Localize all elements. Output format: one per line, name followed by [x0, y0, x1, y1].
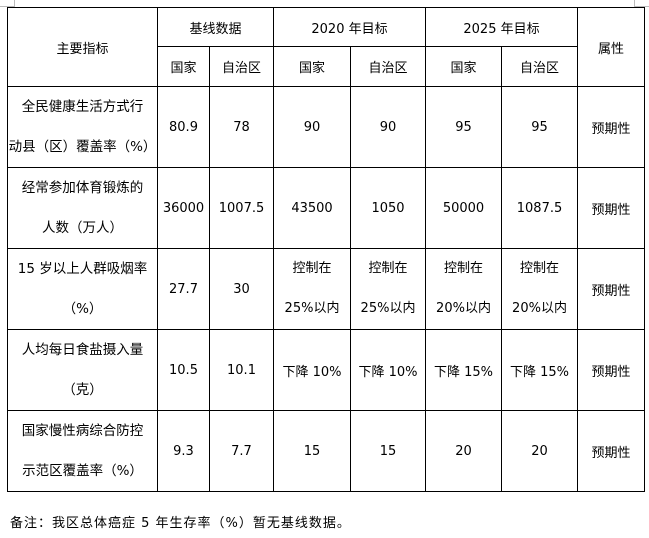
value-cell: 控制在 20%以内	[501, 248, 578, 330]
header-baseline: 基线数据	[157, 7, 274, 47]
value-cell: 90	[350, 86, 426, 168]
indicator-line: 人数（万人）	[42, 220, 123, 236]
value-cell: 10.5	[157, 329, 210, 411]
value-cell: 下降 15%	[425, 329, 502, 411]
table-row: 全民健康生活方式行 动县（区）覆盖率（%） 80.9 78 90 90 95 95 预期性	[7, 86, 645, 168]
value-cell: 80.9	[157, 86, 210, 168]
attribute-cell: 预期性	[577, 410, 645, 492]
value-cell: 78	[209, 86, 274, 168]
header-attribute: 属性	[577, 7, 645, 87]
value-cell: 50000	[425, 167, 502, 249]
header-2025-target: 2025 年目标	[425, 7, 578, 47]
value-cell: 9.3	[157, 410, 210, 492]
table-row: 经常参加体育锻炼的 人数（万人） 36000 1007.5 43500 1050 50000…	[7, 167, 645, 249]
indicator-cell: 全民健康生活方式行 动县（区）覆盖率（%）	[7, 86, 158, 168]
value-cell: 控制在 25%以内	[350, 248, 426, 330]
value-cell: 控制在 25%以内	[273, 248, 351, 330]
attribute-cell: 预期性	[577, 329, 645, 411]
table-row: 15 岁以上人群吸烟率 （%） 27.7 30 控制在 25%以内 控制在 25%以内 控制…	[7, 248, 645, 330]
value-cell: 下降 10%	[350, 329, 426, 411]
indicator-cell: 国家慢性病综合防控 示范区覆盖率（%）	[7, 410, 158, 492]
value-cell: 43500	[273, 167, 351, 249]
value-cell: 36000	[157, 167, 210, 249]
value-cell: 10.1	[209, 329, 274, 411]
indicator-line: 动县（区）覆盖率（%）	[8, 139, 157, 155]
value-cell: 30	[209, 248, 274, 330]
value-cell: 95	[425, 86, 502, 168]
indicator-line: 15 岁以上人群吸烟率	[17, 261, 148, 277]
indicator-table: 主要指标 基线数据 2020 年目标 2025 年目标 属性 国家 自治区 国家…	[7, 7, 645, 492]
value-cell: 下降 15%	[501, 329, 578, 411]
value-cell: 90	[273, 86, 351, 168]
indicator-cell: 经常参加体育锻炼的 人数（万人）	[7, 167, 158, 249]
value-cell: 15	[350, 410, 426, 492]
value-cell: 20	[425, 410, 502, 492]
footnote: 备注：我区总体癌症 5 年生存率（%）暂无基线数据。	[10, 516, 351, 531]
value-cell: 7.7	[209, 410, 274, 492]
value-cell: 1050	[350, 167, 426, 249]
indicator-line: 人均每日食盐摄入量	[21, 342, 144, 358]
indicator-line: 示范区覆盖率（%）	[22, 463, 143, 479]
value-cell: 27.7	[157, 248, 210, 330]
subheader-national: 国家	[157, 46, 210, 87]
value-cell: 1087.5	[501, 167, 578, 249]
table-row: 人均每日食盐摄入量 （克） 10.5 10.1 下降 10% 下降 10% 下降 15% 下降…	[7, 329, 645, 411]
page-corner-mark	[0, 0, 15, 7]
table-row: 国家慢性病综合防控 示范区覆盖率（%） 9.3 7.7 15 15 20 20 预期性	[7, 410, 645, 492]
indicator-line: （克）	[62, 382, 103, 398]
subheader-region: 自治区	[350, 46, 426, 87]
header-2020-target: 2020 年目标	[273, 7, 426, 47]
indicator-cell: 人均每日食盐摄入量 （克）	[7, 329, 158, 411]
subheader-national: 国家	[273, 46, 351, 87]
attribute-cell: 预期性	[577, 248, 645, 330]
indicator-line: 全民健康生活方式行	[21, 99, 144, 115]
indicator-line: 国家慢性病综合防控	[21, 423, 144, 439]
value-cell: 20	[501, 410, 578, 492]
value-cell: 1007.5	[209, 167, 274, 249]
attribute-cell: 预期性	[577, 167, 645, 249]
indicator-line: （%）	[62, 301, 103, 317]
subheader-region: 自治区	[501, 46, 578, 87]
subheader-region: 自治区	[209, 46, 274, 87]
value-cell: 控制在 20%以内	[425, 248, 502, 330]
header-indicator: 主要指标	[7, 7, 158, 87]
indicator-cell: 15 岁以上人群吸烟率 （%）	[7, 248, 158, 330]
value-cell: 95	[501, 86, 578, 168]
value-cell: 15	[273, 410, 351, 492]
attribute-cell: 预期性	[577, 86, 645, 168]
page-corner-mark	[634, 0, 649, 7]
subheader-national: 国家	[425, 46, 502, 87]
value-cell: 下降 10%	[273, 329, 351, 411]
indicator-line: 经常参加体育锻炼的	[21, 180, 144, 196]
